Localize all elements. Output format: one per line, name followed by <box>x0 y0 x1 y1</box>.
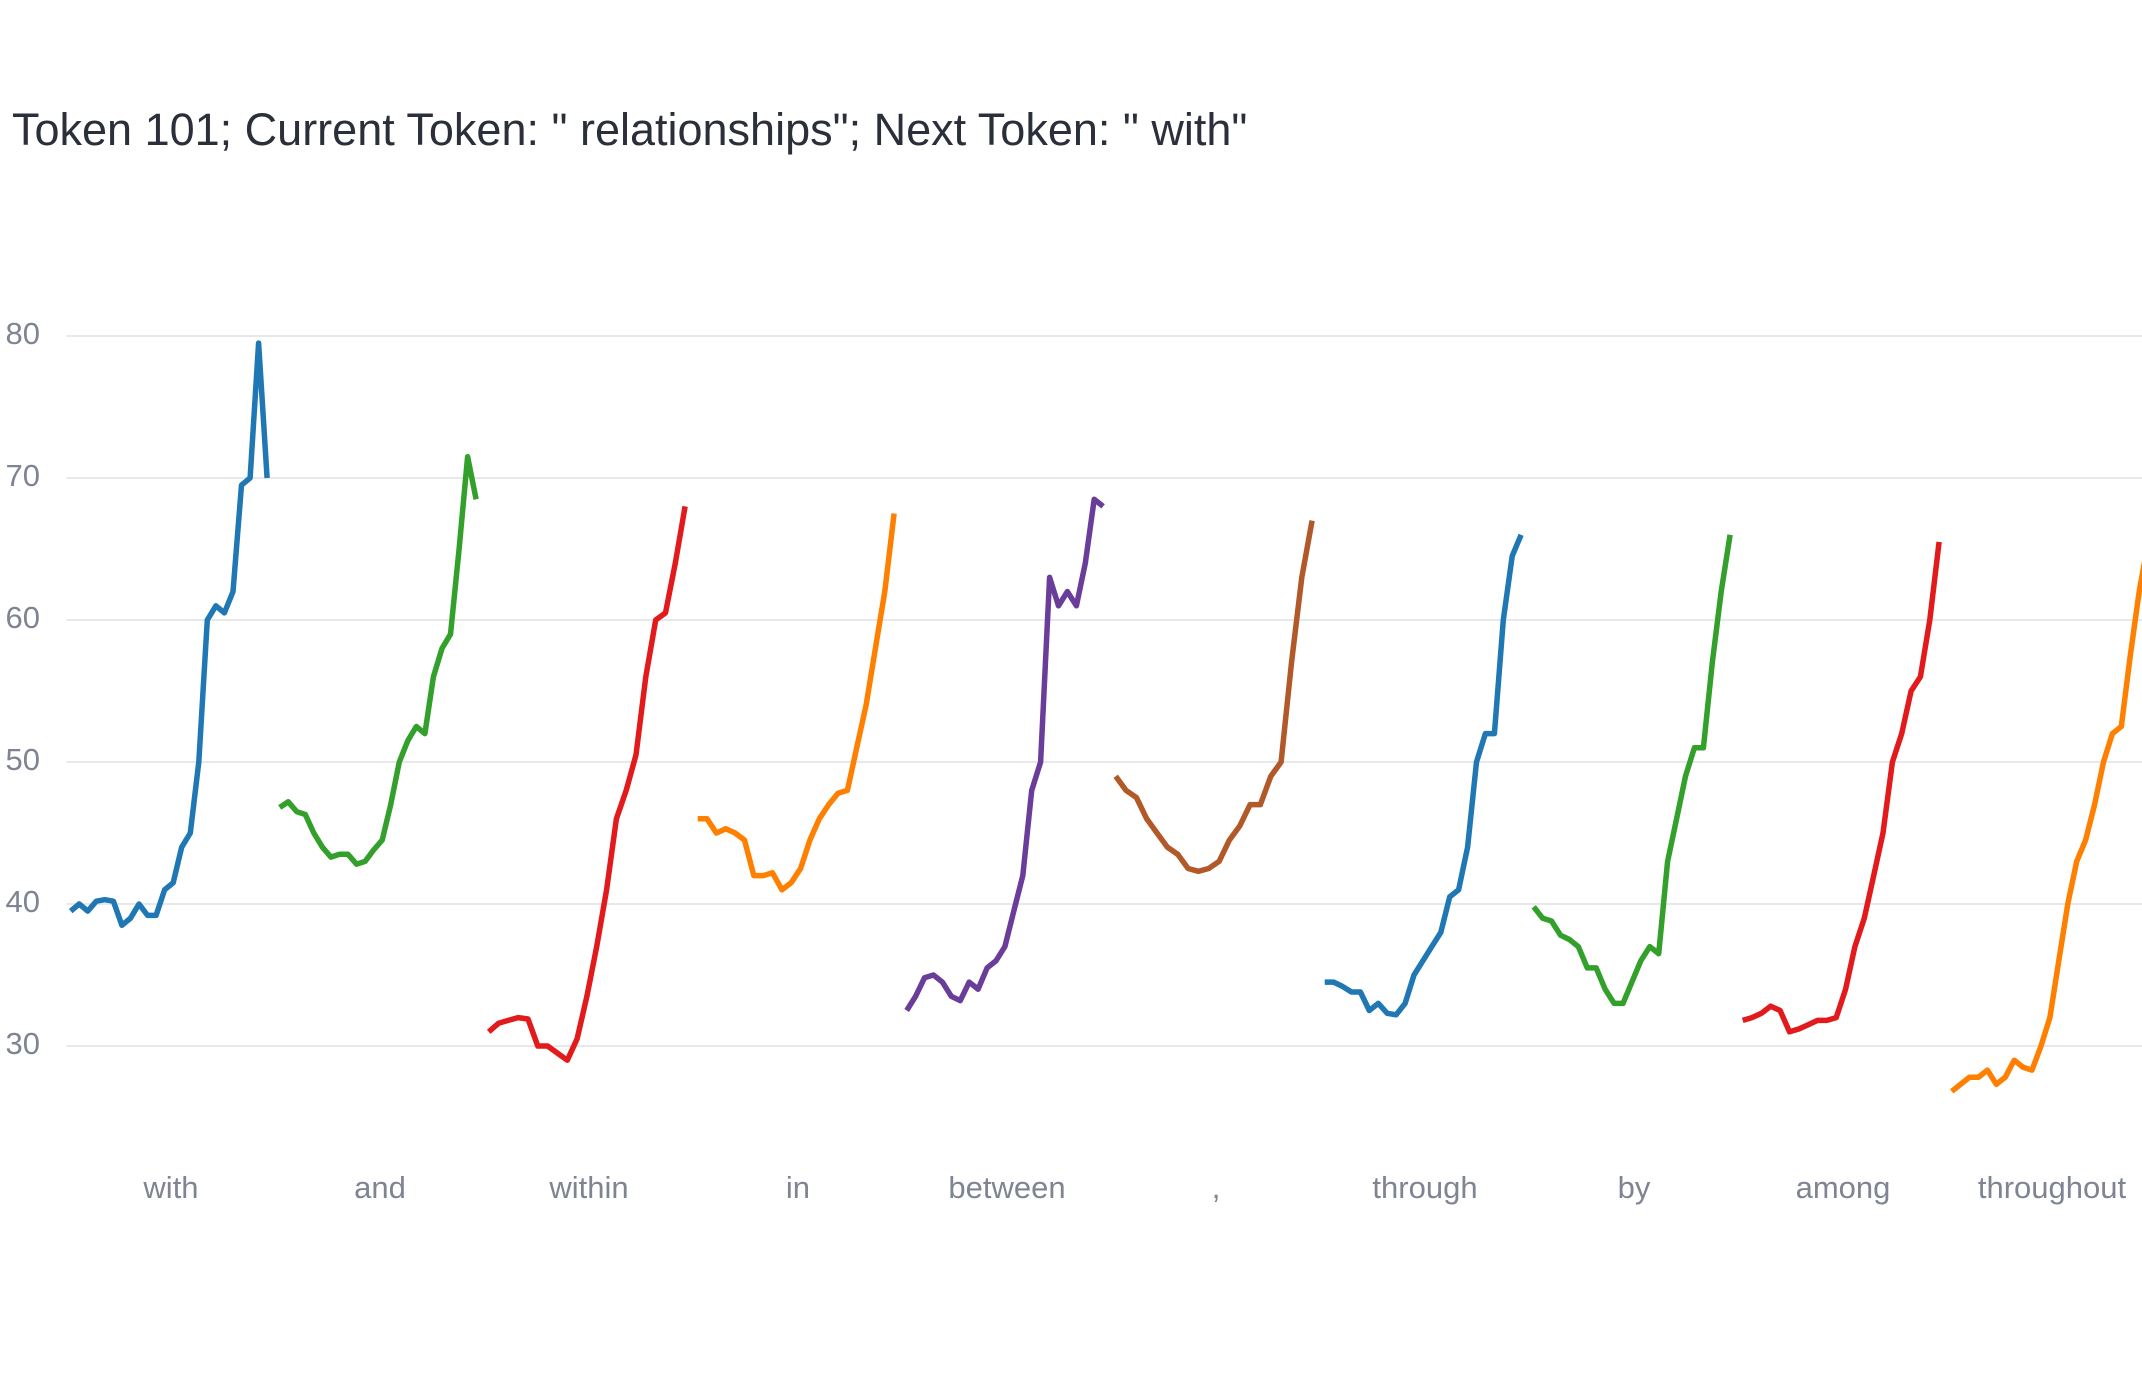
series-line <box>1324 533 1524 1018</box>
x-tick-label: throughout <box>1978 1170 2127 1205</box>
y-tick-label: 60 <box>6 600 40 635</box>
x-tick-label: within <box>548 1170 628 1205</box>
chart-title: Token 101; Current Token: " relationship… <box>12 104 1247 155</box>
x-tick-label: , <box>1212 1170 1221 1205</box>
y-tick-label: 40 <box>6 884 40 919</box>
y-tick-label: 50 <box>6 742 40 777</box>
series-line <box>904 496 1105 1012</box>
series-line <box>486 505 688 1063</box>
series-line <box>1741 541 1942 1035</box>
y-tick-label: 80 <box>6 316 40 351</box>
y-tick-label: 30 <box>6 1026 40 1061</box>
x-tick-label: and <box>354 1170 406 1205</box>
x-tick-label: among <box>1796 1170 1891 1205</box>
x-tick-label: with <box>142 1170 198 1205</box>
x-tick-label: through <box>1372 1170 1477 1205</box>
x-tick-label: by <box>1618 1170 1651 1205</box>
x-tick-label: in <box>786 1170 810 1205</box>
series-line <box>1113 520 1315 875</box>
series-line <box>278 453 479 867</box>
y-tick-label: 70 <box>6 458 40 493</box>
x-tick-label: between <box>948 1170 1065 1205</box>
series-line <box>1531 534 1733 1007</box>
series-line <box>697 513 897 893</box>
series-line <box>1949 560 2142 1094</box>
series-line <box>68 340 270 929</box>
